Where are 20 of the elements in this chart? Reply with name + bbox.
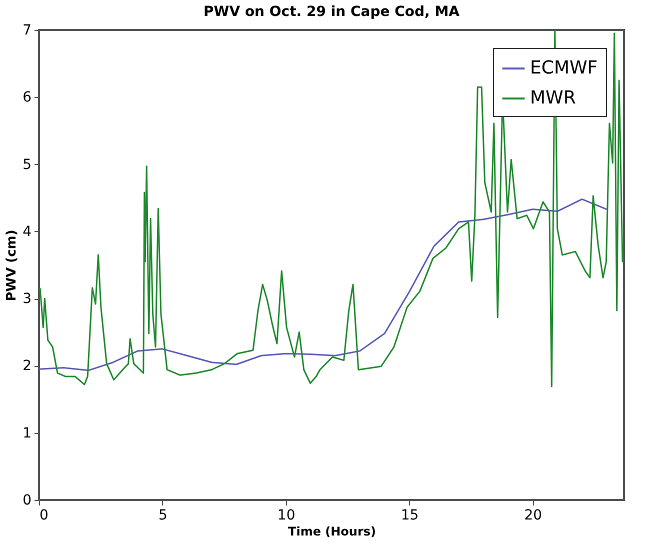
line-series xyxy=(39,198,608,372)
y-tick-label: 5 xyxy=(22,156,32,173)
x-tick-label: 15 xyxy=(400,508,419,524)
x-tick-label: 0 xyxy=(40,508,48,524)
legend-label: MWR xyxy=(530,88,576,108)
y-tick-label: 6 xyxy=(22,90,32,106)
y-tick-label: 7 xyxy=(22,22,32,38)
x-tick-label: 5 xyxy=(158,508,168,524)
x-tick-label: 10 xyxy=(277,508,296,524)
chart-title: PWV on Oct. 29 in Cape Cod, MA xyxy=(204,4,460,20)
legend-label: ECMWF xyxy=(530,58,598,78)
y-tick-label: 0 xyxy=(22,492,32,508)
line-series xyxy=(39,30,624,388)
y-tick-label: 2 xyxy=(22,358,32,374)
y-axis-title: PWV (cm) xyxy=(4,230,20,302)
x-tick-label: 20 xyxy=(524,508,542,524)
y-tick-label: 3 xyxy=(22,291,32,308)
y-tick-label: 1 xyxy=(22,425,32,442)
y-tick-label: 4 xyxy=(22,224,32,240)
x-axis-title: Time (Hours) xyxy=(288,524,376,538)
